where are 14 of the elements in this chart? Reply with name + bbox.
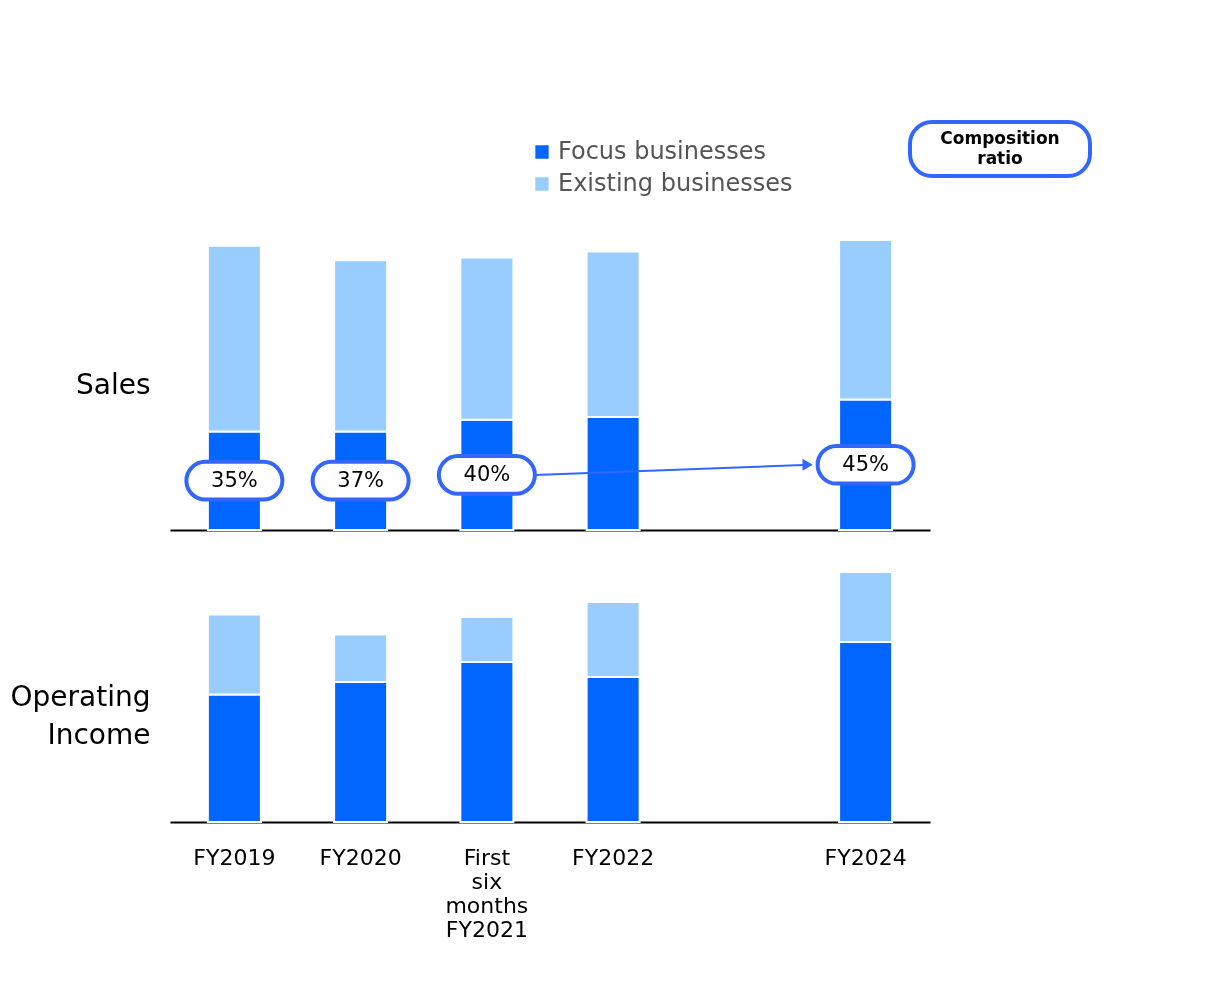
- y-axis-title: Operating Income: [10, 679, 151, 751]
- x-tick-label: FY2022: [572, 844, 655, 870]
- annotation: 45%: [842, 451, 889, 476]
- annotation: 35%: [211, 467, 258, 492]
- annotation: 37%: [337, 467, 384, 492]
- x-tick-label: FY2024: [824, 844, 907, 870]
- x-tick-label: First six months FY2021: [445, 844, 529, 942]
- legend-label: Existing businesses: [558, 169, 793, 197]
- y-axis-title: Sales: [75, 367, 151, 401]
- annotation: 40%: [463, 461, 511, 486]
- x-tick-label: FY2020: [319, 844, 402, 870]
- legend-label: Focus businesses: [558, 137, 767, 165]
- text: Composition ratio: [940, 128, 1060, 168]
- x-tick-label: FY2019: [193, 844, 276, 870]
